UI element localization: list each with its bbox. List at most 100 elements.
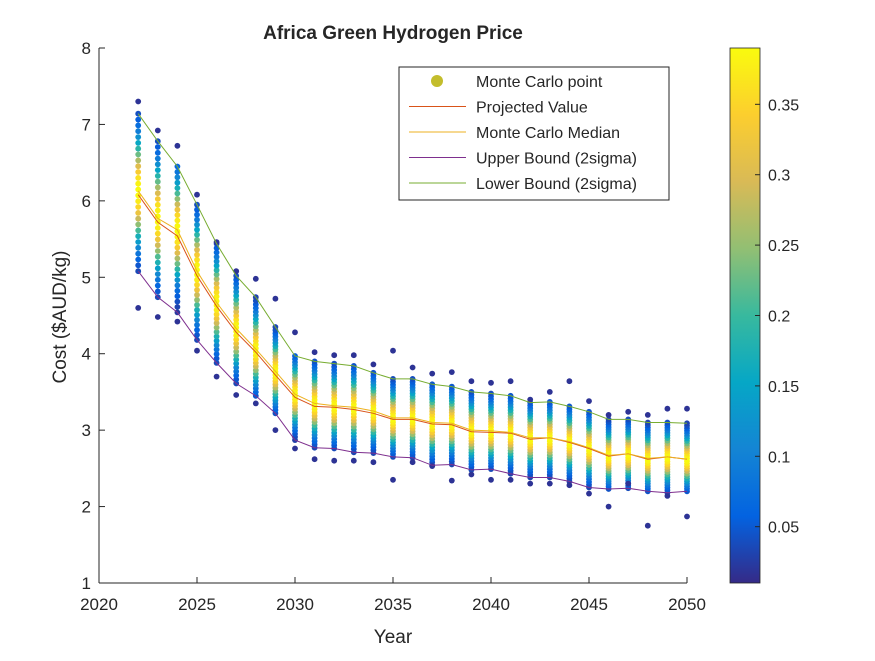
monte-carlo-point	[154, 173, 161, 179]
monte-carlo-point	[213, 333, 220, 340]
colorbar-tick-label: 0.25	[768, 238, 799, 255]
monte-carlo-point	[213, 311, 220, 318]
monte-carlo-point	[174, 282, 181, 289]
monte-carlo-point	[154, 265, 161, 272]
x-tick-label: 2045	[570, 595, 608, 614]
series-line	[137, 190, 688, 460]
legend-marker	[431, 75, 443, 87]
x-tick-label: 2025	[178, 595, 216, 614]
monte-carlo-point	[507, 378, 514, 385]
monte-carlo-point	[546, 389, 553, 395]
monte-carlo-point	[135, 151, 142, 158]
monte-carlo-point	[154, 127, 161, 134]
monte-carlo-point	[194, 302, 200, 308]
monte-carlo-point	[370, 459, 377, 466]
monte-carlo-point	[154, 167, 161, 174]
monte-carlo-point	[154, 242, 161, 249]
colorbar: 0.05 0.1 0.15 0.2 0.25 0.3 0.35	[729, 47, 799, 584]
monte-carlo-point	[174, 239, 181, 246]
x-tick-label: 2030	[276, 595, 314, 614]
monte-carlo-point	[154, 282, 161, 289]
monte-carlo-point	[546, 480, 553, 487]
colorbar-tick-label: 0.15	[768, 379, 799, 396]
monte-carlo-point	[194, 317, 200, 323]
monte-carlo-point	[174, 298, 181, 305]
monte-carlo-point	[664, 405, 671, 412]
monte-carlo-point	[154, 201, 161, 208]
monte-carlo-point	[154, 149, 161, 156]
monte-carlo-point	[135, 157, 142, 164]
monte-carlo-point	[154, 271, 161, 277]
chart-title: Africa Green Hydrogen Price	[263, 23, 523, 44]
x-tick-label: 2040	[472, 595, 510, 614]
monte-carlo-point	[174, 244, 181, 251]
monte-carlo-point	[174, 190, 181, 197]
monte-carlo-point	[684, 513, 690, 520]
monte-carlo-point	[233, 312, 240, 319]
monte-carlo-point	[194, 191, 200, 198]
monte-carlo-point	[684, 405, 690, 412]
monte-carlo-point	[154, 213, 161, 220]
monte-carlo-point	[272, 427, 279, 433]
monte-carlo-point	[331, 352, 338, 359]
monte-carlo-point	[213, 271, 220, 278]
monte-carlo-point	[233, 352, 240, 359]
monte-carlo-point	[644, 412, 651, 418]
y-tick-label: 5	[82, 268, 91, 287]
monte-carlo-point	[194, 312, 200, 318]
monte-carlo-point	[194, 307, 200, 313]
monte-carlo-point	[174, 179, 181, 186]
monte-carlo-point	[135, 116, 142, 123]
monte-carlo-point	[664, 493, 671, 499]
monte-carlo-point	[213, 320, 220, 326]
monte-carlo-point	[213, 289, 220, 296]
monte-carlo-point	[625, 480, 632, 487]
monte-carlo-point	[233, 364, 240, 371]
monte-carlo-point	[213, 262, 220, 269]
colorbar-tick-label: 0.35	[768, 97, 799, 114]
monte-carlo-point	[644, 522, 651, 529]
monte-carlo-point	[194, 332, 200, 338]
monte-carlo-point	[174, 260, 181, 267]
monte-carlo-point	[350, 457, 357, 464]
monte-carlo-point	[292, 329, 298, 336]
monte-carlo-point	[233, 340, 240, 347]
monte-carlo-point	[154, 314, 161, 320]
monte-carlo-point	[233, 360, 240, 367]
monte-carlo-point	[233, 284, 240, 291]
monte-carlo-point	[174, 201, 181, 208]
monte-carlo-point	[174, 217, 181, 224]
monte-carlo-point	[213, 249, 220, 256]
monte-carlo-point	[409, 459, 416, 466]
monte-carlo-point	[194, 241, 200, 248]
monte-carlo-point	[292, 445, 298, 452]
monte-carlo-point	[194, 211, 200, 218]
monte-carlo-point	[135, 215, 142, 222]
monte-carlo-point	[174, 169, 181, 175]
legend-label: Monte Carlo point	[476, 74, 603, 91]
monte-carlo-point	[194, 251, 200, 258]
y-tick-label: 3	[82, 421, 91, 440]
monte-carlo-point	[174, 271, 181, 278]
monte-carlo-point	[605, 503, 612, 510]
monte-carlo-point	[154, 259, 161, 266]
monte-carlo-point	[233, 376, 240, 383]
monte-carlo-point	[174, 174, 181, 181]
monte-carlo-point	[448, 477, 455, 484]
monte-carlo-point	[135, 180, 142, 187]
series-line	[137, 270, 688, 494]
monte-carlo-point	[194, 347, 200, 354]
monte-carlo-point	[252, 275, 259, 282]
monte-carlo-point	[233, 392, 240, 398]
monte-carlo-point	[213, 351, 220, 357]
monte-carlo-point	[586, 398, 592, 404]
monte-carlo-point	[194, 327, 200, 333]
monte-carlo-point	[154, 144, 161, 150]
monte-carlo-point	[194, 226, 200, 233]
y-tick-label: 6	[82, 192, 91, 211]
monte-carlo-point	[213, 315, 220, 322]
monte-carlo-point	[213, 284, 220, 291]
monte-carlo-point	[174, 185, 181, 192]
y-tick-label: 4	[82, 345, 91, 364]
